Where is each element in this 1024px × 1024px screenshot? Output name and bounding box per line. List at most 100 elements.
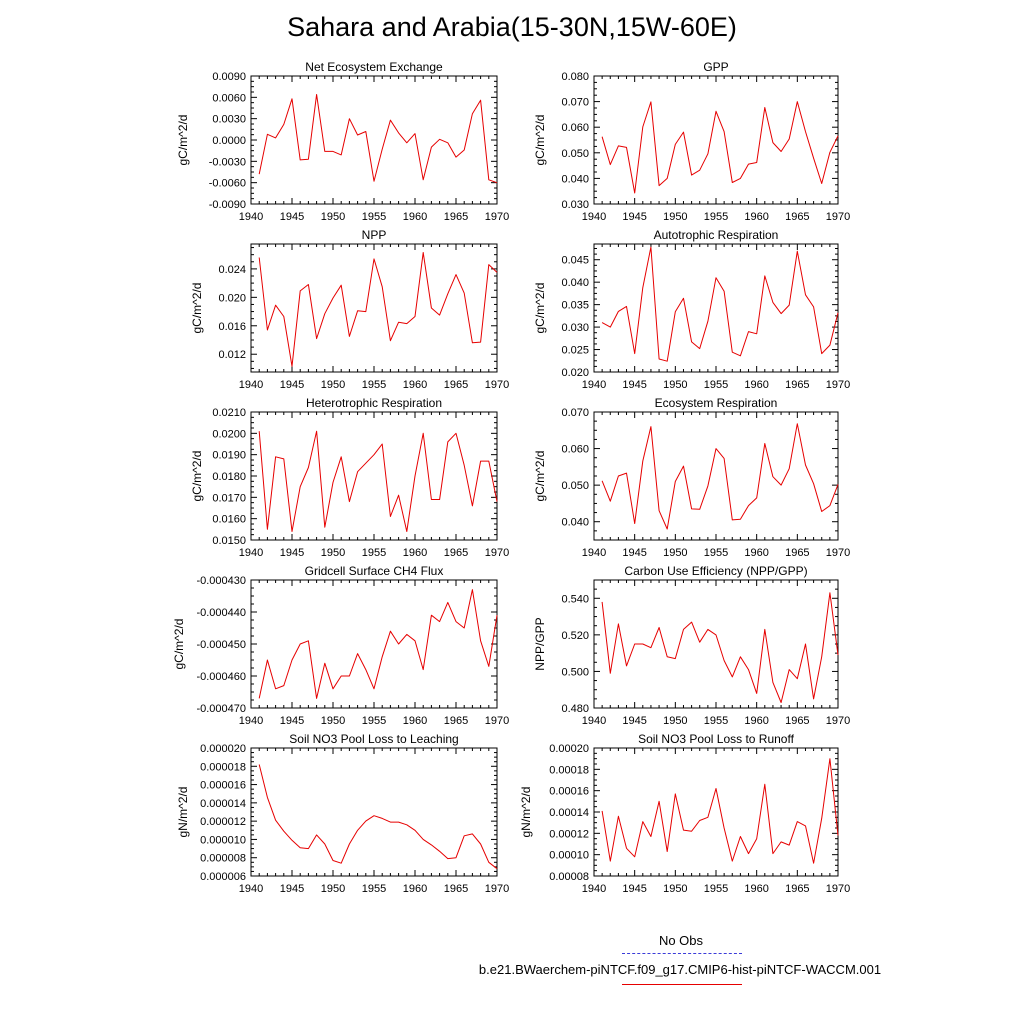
panel-2-xtick-label: 1960: [744, 211, 768, 223]
panel-8-xtick-label: 1940: [582, 715, 606, 727]
panel-3-xtick-label: 1950: [321, 379, 345, 391]
panel-3-ylabel: gC/m^2/d: [190, 283, 204, 334]
panel-9-ytick-label: 0.000016: [200, 780, 246, 792]
panel-10-ytick-label: 0.00012: [549, 828, 589, 840]
panel-5-frame: [250, 411, 498, 541]
panel-9-xtick-label: 1960: [403, 883, 427, 895]
panel-9-frame: [250, 747, 498, 877]
panel-5-ylabel: gC/m^2/d: [190, 451, 204, 502]
panel-10-xtick-label: 1955: [704, 883, 728, 895]
panel-3-xtick-label: 1970: [485, 379, 509, 391]
panel-8-xtick-label: 1970: [826, 715, 850, 727]
panel-6-series-line-1: [601, 423, 839, 530]
panel-2-xtick-label: 1940: [582, 211, 606, 223]
legend-case-label: b.e21.BWaerchem-piNTCF.f09_g17.CMIP6-his…: [478, 962, 882, 977]
panel-1-ytick-label: -0.0060: [209, 178, 246, 190]
panel-8-title: Carbon Use Efficiency (NPP/GPP): [624, 564, 807, 578]
panel-1-xtick-label: 1945: [280, 211, 304, 223]
panel-9-ylabel: gN/m^2/d: [176, 787, 190, 838]
panel-9-xtick-label: 1965: [444, 883, 468, 895]
panel-10-ytick-label: 0.00014: [549, 807, 589, 819]
panel-4-ytick-label: 0.030: [561, 322, 589, 334]
panel-1-ylabel: gC/m^2/d: [176, 115, 190, 166]
panel-2-title: GPP: [703, 60, 728, 74]
panel-10-xtick-label: 1970: [826, 883, 850, 895]
panel-7-ytick-label: -0.000430: [196, 575, 246, 587]
panel-9-series-line-1: [258, 764, 498, 870]
panel-4-frame: [593, 243, 839, 373]
panel-7-xtick-label: 1955: [362, 715, 386, 727]
panel-6-frame: [593, 411, 839, 541]
panel-1-xtick-label: 1960: [403, 211, 427, 223]
panel-5-ytick-label: 0.0190: [212, 450, 246, 462]
panel-3-ytick-label: 0.024: [218, 264, 246, 276]
panel-4-title: Autotrophic Respiration: [654, 228, 779, 242]
panel-5-xtick-label: 1970: [485, 547, 509, 559]
panel-9-ytick-label: 0.000008: [200, 853, 246, 865]
panel-1-ytick-label: 0.0030: [212, 114, 246, 126]
panel-10-xtick-label: 1940: [582, 883, 606, 895]
panel-8-ytick-label: 0.540: [561, 593, 589, 605]
panel-9-ytick-label: 0.000020: [200, 743, 246, 755]
panel-3-ytick-label: 0.016: [218, 321, 246, 333]
panel-8-frame: [593, 579, 839, 709]
panel-1-title: Net Ecosystem Exchange: [305, 60, 443, 74]
panel-4-ytick-label: 0.040: [561, 277, 589, 289]
panel-4-xtick-label: 1965: [785, 379, 809, 391]
panel-9-xtick-label: 1955: [362, 883, 386, 895]
panel-6-ytick-label: 0.050: [561, 480, 589, 492]
panel-10-ytick-label: 0.00018: [549, 764, 589, 776]
panel-10-ytick-label: 0.00016: [549, 786, 589, 798]
panel-7-xtick-label: 1940: [239, 715, 263, 727]
panel-2-frame: [593, 75, 839, 205]
panel-3-xtick-label: 1955: [362, 379, 386, 391]
panel-8-ytick-label: 0.520: [561, 630, 589, 642]
panel-10-ytick-label: 0.00008: [549, 871, 589, 883]
panel-6-ytick-label: 0.060: [561, 444, 589, 456]
panel-6-xtick-label: 1945: [622, 547, 646, 559]
panel-7-ytick-label: -0.000440: [196, 607, 246, 619]
panel-1-series-line-1: [258, 94, 498, 184]
panel-3-title: NPP: [362, 228, 387, 242]
panel-6-xtick-label: 1965: [785, 547, 809, 559]
panel-7-series-line-1: [258, 589, 498, 699]
panel-4-series-line-1: [601, 246, 839, 362]
panel-4-ylabel: gC/m^2/d: [533, 283, 547, 334]
panel-5-xtick-label: 1965: [444, 547, 468, 559]
panel-4-xtick-label: 1945: [622, 379, 646, 391]
panel-5-xtick-label: 1950: [321, 547, 345, 559]
panel-7-xtick-label: 1965: [444, 715, 468, 727]
panel-2-ytick-label: 0.060: [561, 122, 589, 134]
panel-9-ytick-label: 0.000006: [200, 871, 246, 883]
panel-5-xtick-label: 1955: [362, 547, 386, 559]
panel-10-xtick-label: 1965: [785, 883, 809, 895]
panel-6-xtick-label: 1940: [582, 547, 606, 559]
panel-6-ytick-label: 0.070: [561, 407, 589, 419]
panel-1-ytick-label: -0.0030: [209, 156, 246, 168]
panel-6-title: Ecosystem Respiration: [655, 396, 778, 410]
panel-10-frame: [593, 747, 839, 877]
panel-5-xtick-label: 1960: [403, 547, 427, 559]
panel-5-ytick-label: 0.0160: [212, 514, 246, 526]
panel-5-title: Heterotrophic Respiration: [306, 396, 442, 410]
panel-5-ytick-label: 0.0150: [212, 535, 246, 547]
panel-7-xtick-label: 1945: [280, 715, 304, 727]
panel-5-series-line-1: [258, 430, 498, 532]
panel-7-ytick-label: -0.000460: [196, 671, 246, 683]
panel-10-xtick-label: 1945: [622, 883, 646, 895]
panel-9-xtick-label: 1945: [280, 883, 304, 895]
panel-9-ytick-label: 0.000014: [200, 798, 246, 810]
panel-4-ytick-label: 0.045: [561, 255, 589, 267]
panel-1-ytick-label: 0.0060: [212, 92, 246, 104]
panel-8-xtick-label: 1960: [744, 715, 768, 727]
panel-1-frame: [250, 75, 498, 205]
panel-3-xtick-label: 1960: [403, 379, 427, 391]
panel-5-ytick-label: 0.0170: [212, 492, 246, 504]
panel-7-title: Gridcell Surface CH4 Flux: [305, 564, 444, 578]
panel-5-ytick-label: 0.0180: [212, 471, 246, 483]
panel-3-series-line-1: [258, 252, 498, 367]
panel-6-xtick-label: 1960: [744, 547, 768, 559]
panel-2-xtick-label: 1950: [663, 211, 687, 223]
figure-title: Sahara and Arabia(15-30N,15W-60E): [287, 12, 737, 42]
